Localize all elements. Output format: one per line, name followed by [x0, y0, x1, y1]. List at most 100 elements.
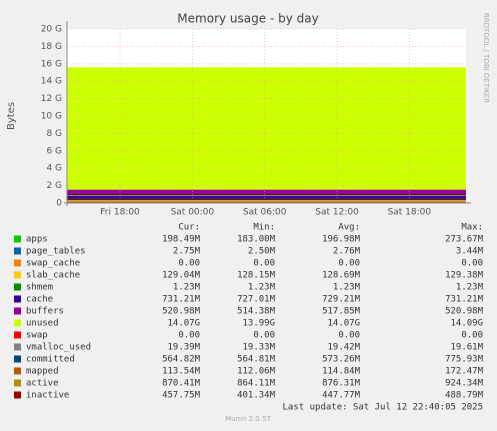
legend-swatch	[14, 319, 21, 327]
legend-value: 727.01M	[237, 295, 276, 305]
column-header: Max:	[461, 223, 483, 233]
x-tick-label: Fri 18:00	[100, 208, 140, 218]
y-tick-label: 16 G	[41, 59, 62, 69]
legend-value: 0.00	[338, 331, 360, 341]
y-tick-label: 18 G	[41, 42, 62, 52]
legend-swatch	[14, 391, 21, 399]
legend-label: active	[26, 379, 59, 389]
legend-value: 864.11M	[237, 379, 276, 389]
y-axis-label: Bytes	[6, 102, 17, 130]
legend-label: swap_cache	[26, 259, 80, 269]
legend-value: 14.09G	[450, 319, 483, 329]
legend-swatch	[14, 331, 21, 339]
legend-value: 128.15M	[237, 271, 276, 281]
y-tick-label: 20 G	[41, 25, 62, 35]
x-tick-label: Sat 06:00	[243, 208, 287, 218]
legend-value: 0.00	[253, 331, 275, 341]
last-update: Last update: Sat Jul 12 22:40:05 2025	[283, 403, 483, 413]
version: Munin 2.0.57	[225, 415, 271, 423]
legend-swatch	[14, 247, 21, 255]
legend-value: 183.00M	[237, 235, 276, 245]
legend-value: 2.50M	[248, 247, 276, 257]
legend-label: slab_cache	[26, 271, 80, 281]
legend-label: committed	[26, 355, 75, 365]
legend-value: 488.79M	[445, 391, 484, 401]
area	[67, 189, 466, 195]
legend-value: 514.38M	[237, 307, 276, 317]
legend-swatch	[14, 355, 21, 363]
legend-value: 520.98M	[162, 307, 201, 317]
legend-swatch	[14, 283, 21, 291]
legend-value: 3.44M	[456, 247, 484, 257]
legend-value: 19.39M	[167, 343, 200, 353]
legend-value: 775.93M	[445, 355, 484, 365]
legend-swatch	[14, 271, 21, 279]
legend-value: 1.23M	[173, 283, 201, 293]
legend-value: 520.98M	[445, 307, 484, 317]
y-tick-label: 10 G	[41, 112, 62, 122]
y-tick-label: 8 G	[46, 129, 62, 139]
legend-value: 113.54M	[162, 367, 201, 377]
column-header: Cur:	[178, 223, 200, 233]
y-tick-label: 14 G	[41, 77, 62, 87]
legend-value: 19.61M	[450, 343, 483, 353]
column-header: Avg:	[338, 223, 360, 233]
y-tick-label: 2 G	[46, 181, 62, 191]
legend-value: 731.21M	[445, 295, 484, 305]
legend-value: 19.42M	[327, 343, 360, 353]
y-tick-label: 4 G	[46, 164, 62, 174]
legend-value: 517.85M	[322, 307, 361, 317]
legend-label: apps	[26, 235, 48, 245]
legend-value: 0.00	[461, 331, 483, 341]
legend-value: 196.98M	[322, 235, 361, 245]
legend-value: 129.04M	[162, 271, 201, 281]
area	[67, 200, 466, 202]
legend-label: buffers	[26, 307, 64, 317]
legend-value: 729.21M	[322, 295, 361, 305]
legend-swatch	[14, 343, 21, 351]
legend-value: 0.00	[178, 331, 200, 341]
legend-value: 401.34M	[237, 391, 276, 401]
legend-value: 564.81M	[237, 355, 276, 365]
legend-value: 0.00	[338, 259, 360, 269]
legend-swatch	[14, 379, 21, 387]
legend-swatch	[14, 307, 21, 315]
legend-value: 0.00	[253, 259, 275, 269]
legend-swatch	[14, 259, 21, 267]
legend-value: 1.23M	[456, 283, 484, 293]
watermark: RRDTOOL / TOBI OETIKER	[482, 13, 490, 103]
legend-label: inactive	[26, 391, 69, 401]
legend-value: 573.26M	[322, 355, 361, 365]
legend-value: 1.23M	[333, 283, 361, 293]
legend-value: 447.77M	[322, 391, 361, 401]
legend-value: 172.47M	[445, 367, 484, 377]
legend-value: 564.82M	[162, 355, 201, 365]
legend-value: 457.75M	[162, 391, 201, 401]
legend-label: unused	[26, 319, 59, 329]
legend-value: 14.07G	[167, 319, 200, 329]
legend-value: 19.33M	[242, 343, 275, 353]
legend-swatch	[14, 235, 21, 243]
legend-value: 924.34M	[445, 379, 484, 389]
column-header: Min:	[253, 223, 275, 233]
legend-swatch	[14, 367, 21, 375]
legend-value: 731.21M	[162, 295, 201, 305]
legend-label: cache	[26, 295, 53, 305]
y-tick-label: 6 G	[46, 146, 62, 156]
legend-value: 13.99G	[242, 319, 275, 329]
chart-title: Memory usage - by day	[177, 12, 318, 26]
x-tick-label: Sat 00:00	[171, 208, 215, 218]
legend-value: 112.06M	[237, 367, 276, 377]
legend-label: vmalloc_used	[26, 343, 91, 353]
y-tick-label: 0	[56, 199, 62, 209]
x-tick-label: Sat 12:00	[315, 208, 359, 218]
legend-value: 2.75M	[173, 247, 201, 257]
legend-value: 114.84M	[322, 367, 361, 377]
legend-value: 0.00	[461, 259, 483, 269]
legend-value: 198.49M	[162, 235, 201, 245]
y-tick-label: 12 G	[41, 94, 62, 104]
legend-value: 2.76M	[333, 247, 361, 257]
legend-label: mapped	[26, 367, 59, 377]
legend-value: 129.38M	[445, 271, 484, 281]
